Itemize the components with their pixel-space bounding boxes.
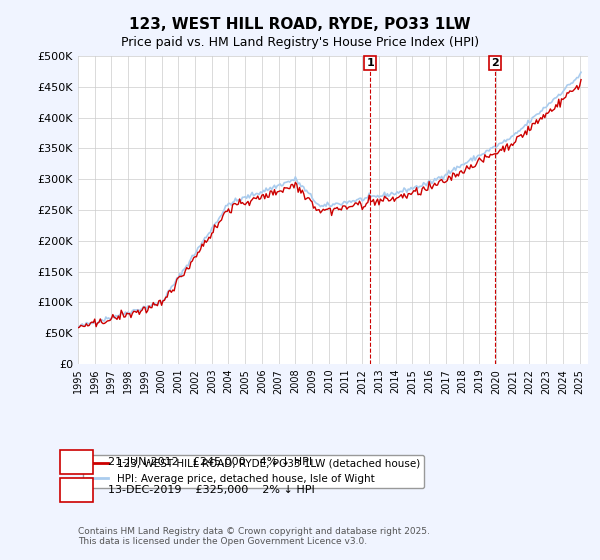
Text: 2: 2 [74,485,82,495]
Text: Contains HM Land Registry data © Crown copyright and database right 2025.
This d: Contains HM Land Registry data © Crown c… [78,526,430,546]
Text: 1: 1 [366,58,374,68]
Legend: 123, WEST HILL ROAD, RYDE, PO33 1LW (detached house), HPI: Average price, detach: 123, WEST HILL ROAD, RYDE, PO33 1LW (det… [83,455,424,488]
Text: 1: 1 [74,457,82,467]
Text: 13-DEC-2019    £325,000    2% ↓ HPI: 13-DEC-2019 £325,000 2% ↓ HPI [108,485,315,495]
Text: 2: 2 [491,58,499,68]
Text: 21-JUN-2012    £245,000    4% ↓ HPI: 21-JUN-2012 £245,000 4% ↓ HPI [108,457,312,467]
Text: Price paid vs. HM Land Registry's House Price Index (HPI): Price paid vs. HM Land Registry's House … [121,36,479,49]
Text: 123, WEST HILL ROAD, RYDE, PO33 1LW: 123, WEST HILL ROAD, RYDE, PO33 1LW [129,17,471,32]
